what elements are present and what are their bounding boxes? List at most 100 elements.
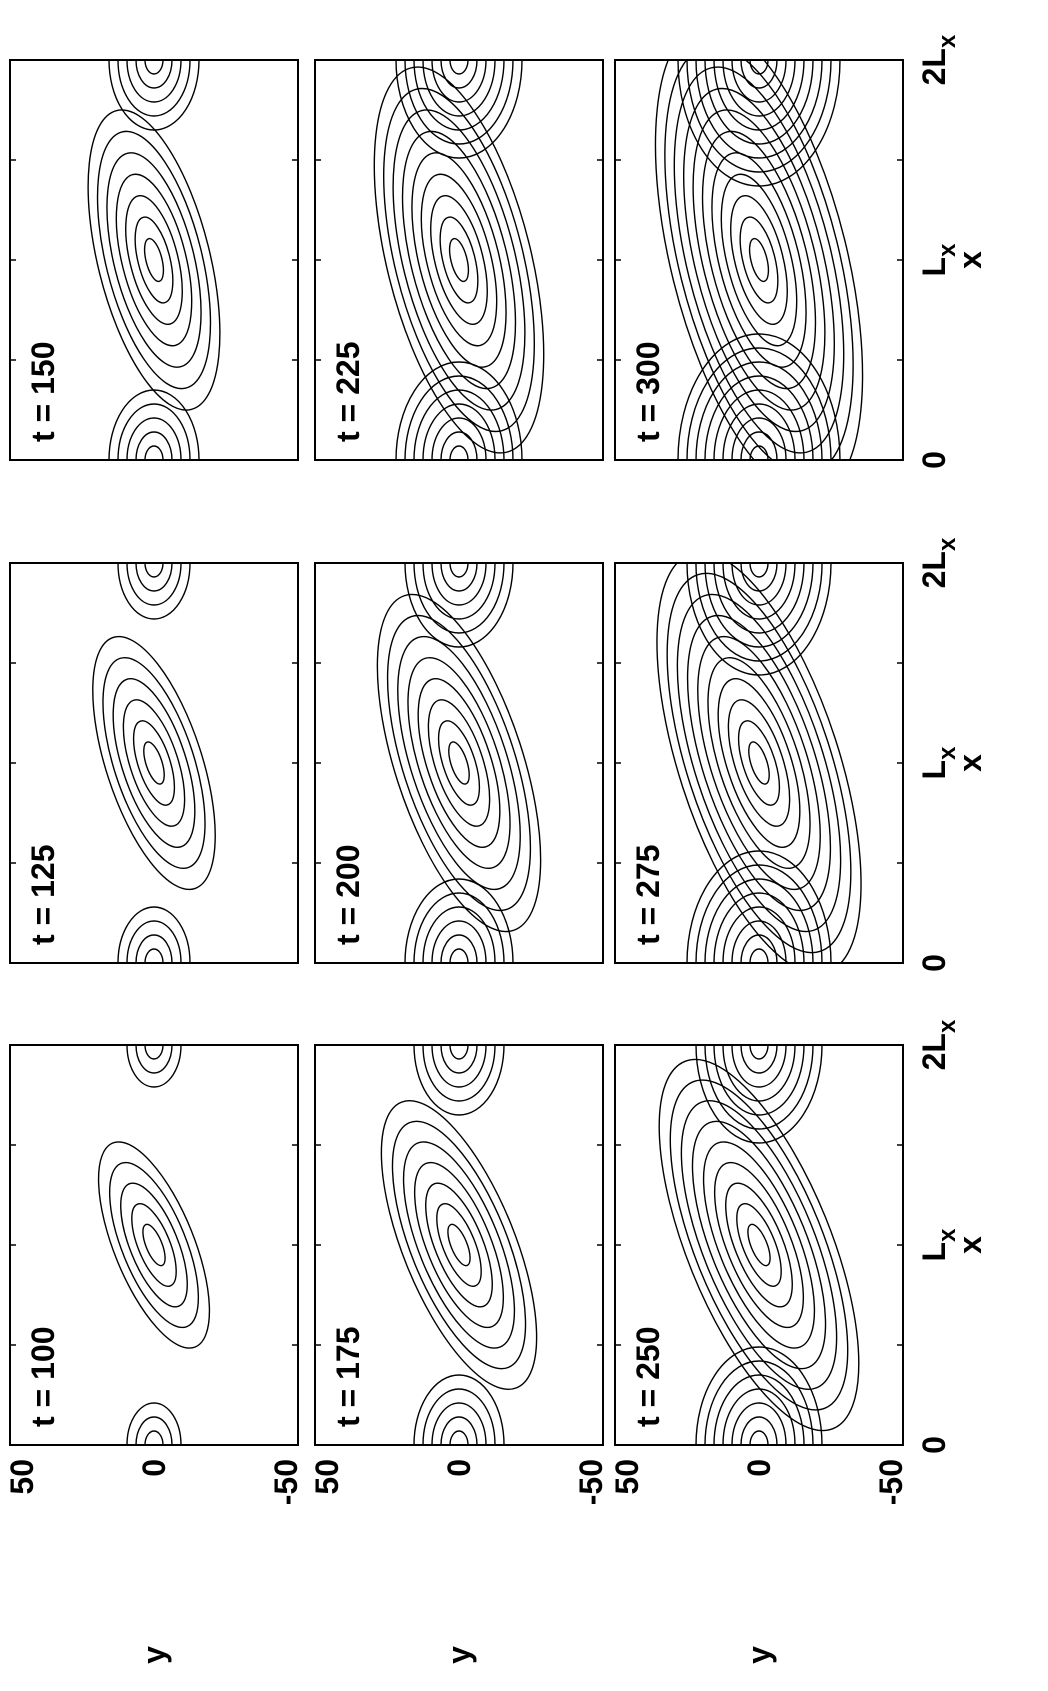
contour	[739, 216, 779, 304]
contour	[713, 892, 805, 963]
x-tick-label: Lx	[916, 1228, 961, 1262]
x-tick-text: L	[916, 1242, 952, 1262]
contours	[92, 563, 216, 963]
contour	[449, 60, 469, 75]
contour	[748, 237, 770, 283]
contour	[740, 563, 778, 592]
contour	[686, 347, 832, 460]
panel-label: t = 200	[330, 844, 366, 945]
contour	[656, 563, 862, 963]
contour-group	[87, 109, 221, 411]
contour	[144, 1430, 164, 1445]
contour	[108, 60, 200, 131]
contour	[695, 864, 823, 963]
contour	[731, 60, 787, 103]
x-tick-subscript: x	[934, 1019, 961, 1033]
contour	[413, 60, 505, 131]
contour	[722, 403, 796, 460]
contour	[686, 60, 832, 173]
contour	[711, 152, 807, 368]
contour	[422, 1388, 496, 1445]
panel: t = 125	[9, 562, 299, 964]
contours	[376, 563, 542, 963]
contour	[740, 60, 778, 89]
contour	[135, 60, 173, 89]
contour	[380, 1099, 538, 1391]
contour	[411, 152, 507, 368]
contour	[680, 1099, 838, 1391]
contour	[440, 563, 478, 592]
rotated-figure: t = 100 50 0 -50 y t = 125 t = 150 t = 175 50 0 -5…	[4, 34, 988, 1664]
contour	[420, 173, 498, 347]
contour	[736, 1203, 782, 1287]
contour	[102, 657, 206, 869]
contour	[422, 403, 496, 460]
y-axis-title: y	[136, 1646, 172, 1664]
x-tick-label: 0	[916, 954, 952, 972]
contour	[713, 60, 805, 131]
contour	[749, 60, 769, 75]
x-tick-text: 0	[916, 954, 952, 972]
contour	[440, 934, 478, 963]
contour	[436, 1203, 482, 1287]
contour	[704, 1360, 814, 1445]
contour	[720, 173, 798, 347]
contour	[717, 678, 801, 848]
contour	[126, 60, 182, 103]
contour	[413, 563, 505, 634]
contour	[747, 1223, 771, 1267]
contour	[731, 417, 787, 460]
contour	[740, 431, 778, 460]
contour	[144, 445, 164, 460]
contour	[97, 1141, 211, 1349]
x-tick-text: L	[916, 760, 952, 780]
y-tick-label: -50	[573, 1459, 609, 1505]
x-tick-subscript: x	[934, 537, 961, 551]
contour	[448, 741, 470, 785]
contour	[144, 948, 164, 963]
x-tick-label: Lx	[916, 746, 961, 780]
x-tick-subscript: x	[934, 746, 961, 760]
x-tick-text: 2L	[916, 48, 952, 85]
y-tick-label: 0	[441, 1459, 477, 1477]
contour	[120, 1182, 188, 1308]
contour	[725, 1182, 793, 1308]
x-tick-label: 2Lx	[916, 1019, 961, 1070]
contour	[135, 934, 173, 963]
contour	[673, 66, 845, 454]
x-tick-text: 2L	[916, 1033, 952, 1070]
contour	[449, 445, 469, 460]
contour	[695, 361, 823, 460]
panel-label: t = 300	[630, 341, 666, 442]
contour	[132, 720, 176, 806]
contour	[395, 60, 523, 159]
contour	[676, 593, 842, 933]
contour	[422, 563, 496, 620]
contour	[413, 892, 505, 963]
contour	[144, 60, 164, 75]
contour	[440, 431, 478, 460]
contour	[126, 1402, 182, 1445]
contour	[135, 431, 173, 460]
contour	[144, 1045, 164, 1060]
y-tick-label: 50	[309, 1459, 345, 1495]
contour	[449, 948, 469, 963]
contour	[686, 850, 832, 963]
contour	[666, 572, 852, 954]
label-bg	[629, 1313, 665, 1433]
label-bg	[24, 1313, 60, 1433]
contour	[413, 1374, 505, 1445]
contour	[704, 563, 814, 648]
contour	[722, 1045, 796, 1102]
label-bg	[24, 831, 60, 951]
contour	[658, 1058, 860, 1432]
contour	[440, 60, 478, 89]
contour	[697, 635, 821, 891]
contour	[737, 720, 781, 806]
contour	[713, 1374, 805, 1445]
contour	[122, 699, 186, 827]
contour	[404, 563, 514, 648]
contour	[144, 563, 164, 578]
y-tick-label: -50	[268, 1459, 304, 1505]
contour	[392, 109, 526, 411]
